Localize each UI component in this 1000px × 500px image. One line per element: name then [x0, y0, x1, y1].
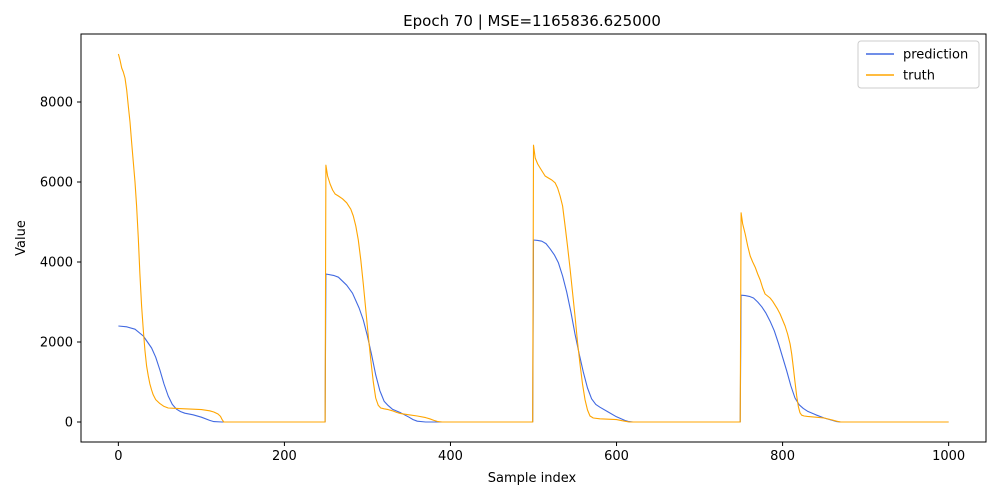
x-axis-label: Sample index: [488, 471, 577, 486]
x-tick-label: 600: [604, 449, 629, 464]
legend-label-1: truth: [903, 69, 935, 84]
legend-label-0: prediction: [903, 48, 968, 63]
y-axis-label: Value: [14, 220, 29, 256]
legend: prediction truth: [857, 40, 980, 89]
y-tick-label: 6000: [40, 176, 73, 191]
series-line-0: [118, 239, 949, 423]
x-tick-label: 0: [114, 449, 122, 464]
y-tick-label: 8000: [40, 96, 73, 111]
legend-box: [857, 40, 980, 89]
x-tick-label: 200: [272, 449, 297, 464]
y-tick-label: 2000: [40, 336, 73, 351]
plot-frame: [80, 33, 987, 443]
x-tick-label: 800: [770, 449, 795, 464]
y-tick-label: 4000: [40, 256, 73, 271]
y-axis: 0 2000 4000 6000 8000: [40, 96, 81, 431]
chart-title: Epoch 70 | MSE=1165836.625000: [403, 12, 661, 30]
series-line-1: [117, 53, 949, 423]
x-tick-label: 1000: [932, 449, 965, 464]
y-tick-label: 0: [65, 416, 73, 431]
plot-area: [117, 53, 949, 423]
x-axis: 0 200 400 600 800 1000: [114, 442, 965, 464]
x-tick-label: 400: [438, 449, 463, 464]
